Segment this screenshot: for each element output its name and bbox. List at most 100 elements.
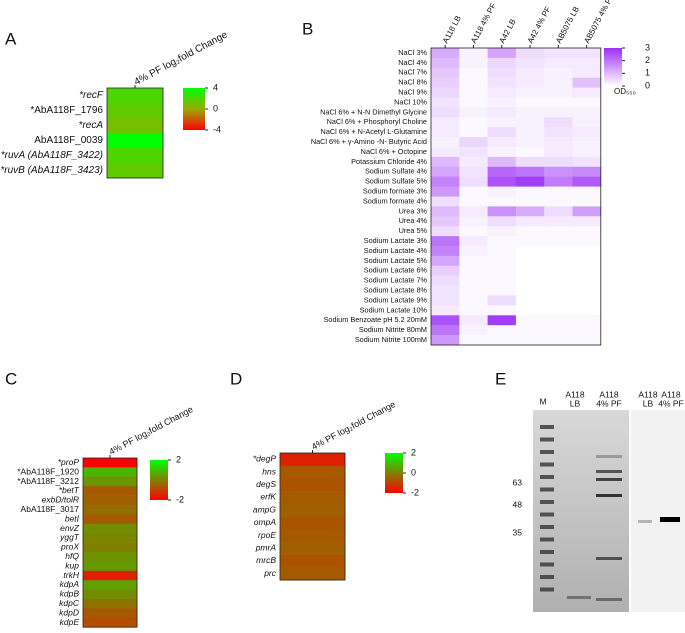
sample-band: [567, 596, 591, 599]
heat-cell: [572, 325, 602, 336]
heat-cell: [280, 541, 346, 555]
heat-cell: [572, 87, 602, 98]
lane-label: A118: [565, 389, 584, 399]
heat-cell: [487, 325, 517, 336]
heat-cell: [487, 67, 517, 78]
row-label: Sodium Nitrite 80mM: [359, 325, 427, 334]
heat-cell: [515, 186, 545, 197]
heat-cell: [544, 246, 573, 257]
heat-cell: [459, 77, 488, 88]
row-label: NaCl 8%: [398, 78, 427, 87]
ladder-band: [540, 562, 554, 567]
heat-cell: [544, 97, 573, 108]
heat-cell: [572, 186, 602, 197]
heat-cell: [431, 265, 460, 276]
row-label: Sodium Lactate 9%: [364, 295, 428, 304]
heat-cell: [431, 236, 460, 247]
heat-cell: [487, 166, 517, 177]
colorbar-tick-label: -2: [411, 487, 419, 497]
heat-cell: [515, 265, 545, 276]
heat-cell: [431, 315, 460, 326]
panel-letter: C: [5, 369, 17, 388]
heat-cell: [544, 57, 573, 69]
colorbar-tick-label: 2: [411, 447, 416, 457]
heat-cell: [544, 107, 573, 118]
heat-cell: [515, 57, 545, 69]
heat-cell: [487, 206, 517, 217]
heat-cell: [572, 246, 602, 257]
row-label: Sodium Lactate 3%: [364, 236, 428, 245]
heat-cell: [572, 335, 602, 346]
heat-cell: [459, 117, 488, 128]
heat-cell: [459, 335, 488, 346]
heat-cell: [515, 166, 545, 177]
heat-cell: [544, 265, 573, 276]
heat-cell: [459, 325, 488, 336]
panel-letter: A: [5, 29, 17, 48]
row-label: NaCl 6% + N-N Dimethyl Glycine: [320, 107, 427, 116]
heat-cell: [459, 265, 488, 276]
heat-cell: [572, 275, 602, 286]
heat-cell: [431, 255, 460, 267]
row-label: degS: [256, 479, 276, 489]
heat-cell: [487, 305, 517, 316]
heat-cell: [83, 570, 138, 581]
heat-cell: [431, 216, 460, 227]
heat-cell: [487, 295, 517, 306]
row-label: *AbA118F_1796: [30, 105, 103, 116]
heat-cell: [572, 206, 602, 217]
heat-cell: [544, 226, 573, 237]
column-label: AB5075 4% PF: [582, 0, 616, 45]
heat-cell: [544, 176, 573, 187]
heat-cell: [572, 67, 602, 78]
row-label: Sodium Lactate 4%: [364, 246, 428, 255]
heat-cell: [544, 147, 573, 158]
row-label: Urea 3%: [399, 206, 428, 215]
column-label: AB5075 LB: [554, 5, 581, 45]
heat-cell: [431, 305, 460, 316]
row-label: Sodium Benzoate pH 5.2 20mM: [324, 315, 427, 324]
heat-cell: [515, 127, 545, 138]
heat-cell: [459, 97, 488, 108]
heat-cell: [459, 285, 488, 296]
sample-band: [596, 598, 622, 601]
row-label: kdpD: [59, 607, 79, 617]
heat-cell: [572, 176, 602, 187]
heat-cell: [487, 236, 517, 247]
heat-cell: [515, 176, 545, 187]
row-label: Sodium Lactate 10%: [360, 305, 428, 314]
heat-cell: [280, 567, 346, 581]
heatmap-frame: [430, 47, 602, 346]
heat-cell: [544, 166, 573, 177]
heat-cell: [431, 226, 460, 237]
heat-cell: [431, 87, 460, 98]
heat-cell: [431, 67, 460, 78]
heat-cell: [487, 48, 517, 59]
row-label: *betT: [59, 485, 80, 495]
row-label: Sodium formate 3%: [363, 186, 428, 195]
heat-cell: [459, 315, 488, 326]
heat-cell: [431, 246, 460, 257]
row-label: NaCl 6% + γ-Amino -N- Butyric Acid: [311, 137, 427, 146]
colorbar: [183, 88, 205, 130]
row-label: ompA: [254, 517, 277, 527]
heat-cell: [487, 57, 517, 69]
row-label: kdpA: [60, 579, 80, 589]
ladder-band: [540, 462, 554, 467]
heat-cell: [83, 523, 138, 534]
heat-cell: [487, 156, 517, 168]
row-label: mrcB: [256, 555, 276, 565]
heat-cell: [83, 561, 138, 572]
colorbar: [604, 48, 622, 86]
heat-cell: [544, 236, 573, 247]
row-label: Urea 4%: [399, 216, 428, 225]
heat-cell: [107, 103, 164, 119]
ladder-band: [540, 475, 554, 479]
heat-cell: [544, 48, 573, 59]
heat-cell: [572, 216, 602, 227]
heat-cell: [107, 148, 164, 164]
heat-cell: [572, 117, 602, 128]
heat-cell: [487, 196, 517, 207]
heat-cell: [459, 206, 488, 217]
colorbar-tick-label: 0: [213, 103, 218, 113]
